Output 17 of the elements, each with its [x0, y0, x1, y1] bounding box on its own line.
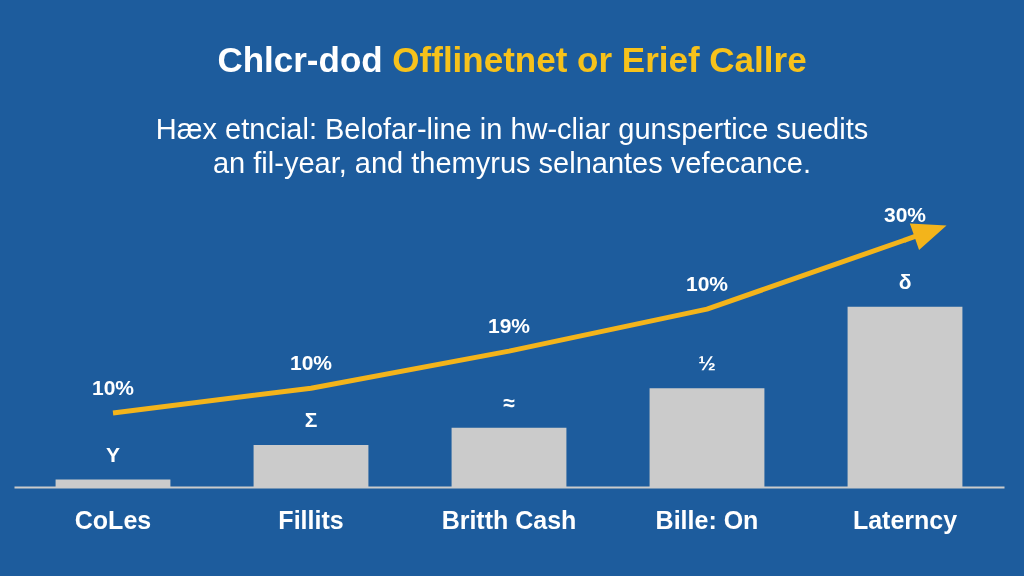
chart-title: Chlcr-dod Offlinetnet or Erief Callre	[217, 40, 807, 79]
annotation: 19%	[487, 314, 531, 338]
annotation: Σ	[304, 408, 318, 432]
annotation: 30%	[883, 203, 927, 226]
chart-subtitle: Hæx etncial: Belofar-line in hw-cliar gunspertice suedits an fil-year, and themyrus selnantes vefecance.	[154, 112, 870, 180]
annotation: 10%	[685, 272, 729, 296]
x-tick-label: Laterncy	[852, 505, 958, 534]
annotation: 10%	[91, 375, 135, 399]
annotation: 10%	[289, 351, 333, 375]
annotation: ≈	[503, 390, 516, 414]
x-tick-label: Fillits	[278, 505, 344, 534]
annotation: δ	[898, 269, 912, 293]
annotation: ½	[698, 351, 716, 375]
x-tick-label: Britth Cash	[441, 505, 577, 534]
x-tick-label: CoLes	[74, 505, 152, 534]
annotation: Y	[105, 442, 121, 466]
x-tick-label: Bille: On	[655, 505, 759, 534]
